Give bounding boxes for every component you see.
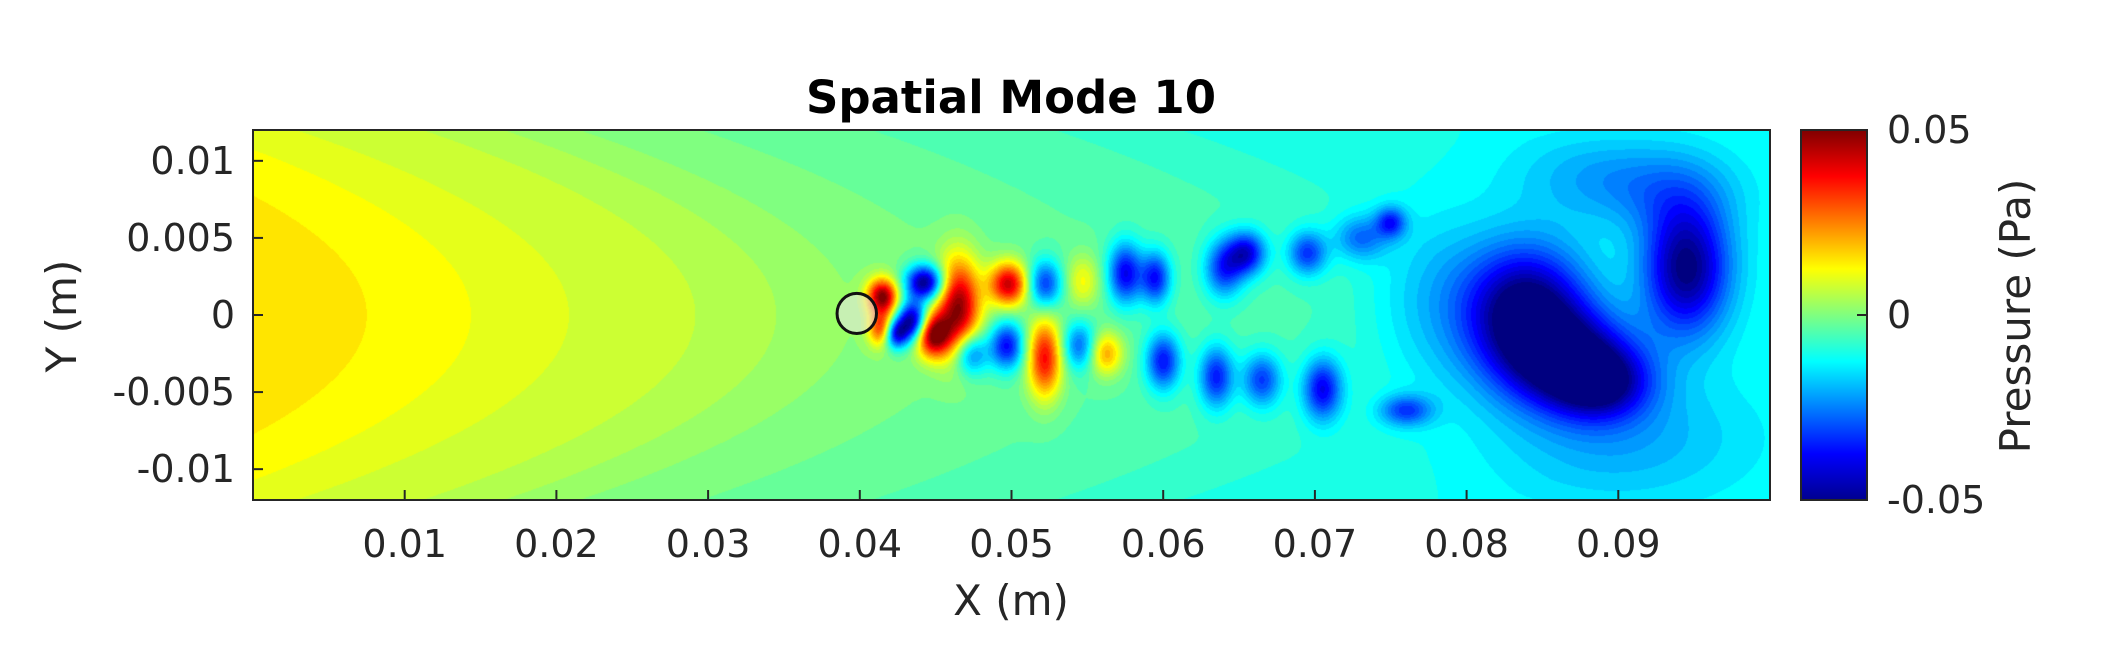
x-tick-label: 0.07 — [1273, 522, 1358, 566]
colorbar-tick-label: -0.05 — [1887, 478, 1985, 522]
y-axis: 0.01 0.005 0 -0.005 -0.01 — [113, 139, 263, 491]
x-tick-label: 0.01 — [362, 522, 447, 566]
x-axis: 0.01 0.02 0.03 0.04 0.05 0.06 0.07 0.08 0.09 — [362, 490, 1661, 566]
x-tick-label: 0.09 — [1576, 522, 1661, 566]
x-tick-label: 0.02 — [514, 522, 599, 566]
x-tick-label: 0.06 — [1121, 522, 1206, 566]
y-tick-label: 0 — [211, 293, 235, 337]
colorbar: 0.05 0 -0.05 Pressure (Pa) — [1800, 108, 2040, 522]
y-tick-label: 0.005 — [126, 216, 235, 260]
x-tick-label: 0.08 — [1424, 522, 1509, 566]
y-tick-label: 0.01 — [150, 139, 235, 183]
y-tick-label: -0.01 — [137, 447, 235, 491]
chart-title: Spatial Mode 10 — [806, 71, 1216, 124]
x-tick-label: 0.03 — [666, 522, 751, 566]
plot-area — [252, 129, 1771, 501]
y-axis-label: Y (m) — [37, 260, 86, 374]
cylinder-outline — [835, 291, 878, 336]
y-tick-label: -0.005 — [113, 370, 236, 414]
pressure-field — [253, 130, 1770, 500]
x-tick-label: 0.05 — [969, 522, 1054, 566]
colorbar-tick-label: 0 — [1887, 293, 1911, 337]
x-axis-label: X (m) — [953, 576, 1069, 625]
x-tick-label: 0.04 — [817, 522, 902, 566]
colorbar-gradient — [1800, 129, 1868, 501]
colorbar-label: Pressure (Pa) — [1991, 179, 2040, 454]
colorbar-tick-label: 0.05 — [1887, 108, 1972, 152]
